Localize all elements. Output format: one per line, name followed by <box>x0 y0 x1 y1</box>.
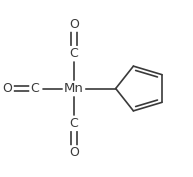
Text: O: O <box>69 18 79 31</box>
Text: Mn: Mn <box>64 82 84 95</box>
Text: C: C <box>70 117 78 130</box>
Text: C: C <box>70 47 78 60</box>
Text: O: O <box>3 82 13 95</box>
Text: C: C <box>31 82 39 95</box>
Text: O: O <box>69 146 79 159</box>
